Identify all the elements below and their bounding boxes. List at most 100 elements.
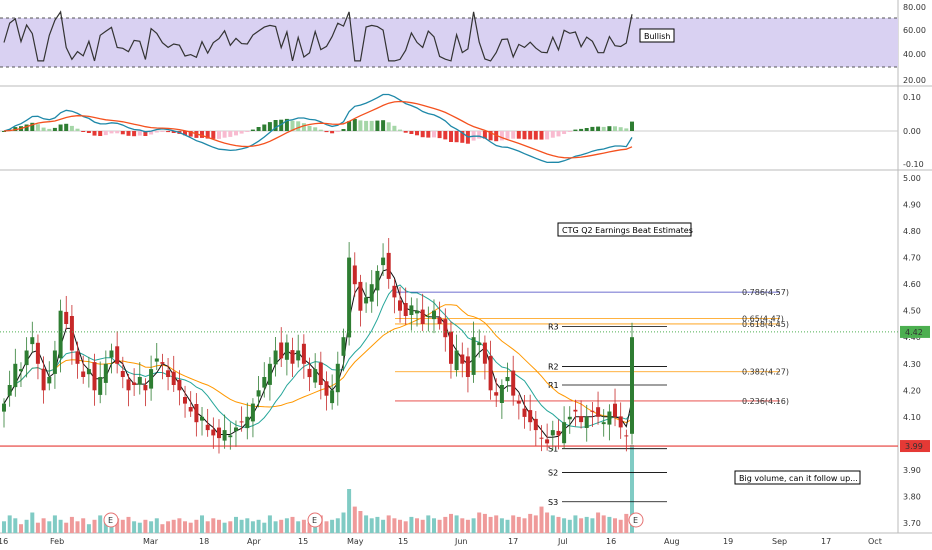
- candle-body: [471, 337, 476, 375]
- earnings-marker-circle[interactable]: [307, 512, 323, 528]
- volume-bar: [426, 515, 431, 533]
- macd-histogram-bar: [279, 119, 284, 131]
- volume-bar: [330, 519, 335, 533]
- candle-body: [352, 265, 357, 285]
- volume-bar: [307, 522, 312, 533]
- volume-bar: [590, 518, 595, 533]
- time-tick: 18: [199, 537, 209, 546]
- volume-bar: [460, 518, 465, 533]
- price-panel: 5.004.904.804.704.604.504.404.304.204.10…: [0, 174, 930, 533]
- volume-bar: [550, 515, 555, 533]
- candle-body: [81, 371, 86, 377]
- candle-body: [239, 421, 244, 423]
- candle-body: [41, 368, 46, 391]
- candle-body: [109, 350, 114, 358]
- macd-histogram-bar: [301, 123, 306, 131]
- macd-histogram-bar: [437, 131, 442, 139]
- volume-bar: [245, 518, 250, 533]
- fib-label: 0.382(4.27): [742, 368, 789, 377]
- macd-histogram-bar: [460, 131, 465, 143]
- candle-body: [579, 416, 584, 423]
- volume-bar: [449, 513, 453, 533]
- macd-histogram-bar: [579, 128, 584, 131]
- macd-histogram-bar: [109, 131, 114, 134]
- candle-body: [273, 350, 278, 365]
- volume-bar: [522, 518, 527, 533]
- volume-bar: [279, 519, 284, 533]
- rsi-tick: 20.00: [903, 76, 926, 85]
- macd-histogram-bar: [75, 128, 80, 131]
- volume-bar: [607, 516, 612, 533]
- candle-body: [137, 377, 142, 385]
- candle-body: [313, 369, 318, 383]
- volume-bar: [256, 519, 261, 533]
- pivot-label: R3: [548, 323, 559, 332]
- volume-bar: [477, 512, 482, 533]
- candle-body: [64, 311, 69, 324]
- macd-histogram-bar: [358, 120, 363, 131]
- macd-histogram-bar: [41, 127, 46, 131]
- earnings-marker[interactable]: E: [628, 512, 644, 528]
- candle-body: [115, 346, 120, 364]
- macd-histogram-bar: [228, 131, 233, 137]
- volume-bar: [482, 513, 487, 533]
- macd-histogram-bar: [284, 118, 289, 131]
- earnings-marker[interactable]: E: [103, 512, 119, 528]
- macd-histogram-bar: [432, 131, 436, 138]
- candle-body: [494, 392, 499, 396]
- volume-bar: [556, 516, 561, 533]
- candle-body: [330, 390, 335, 404]
- candle-body: [86, 369, 91, 375]
- candle-body: [364, 297, 369, 304]
- candle-body: [381, 257, 386, 266]
- macd-histogram-bar: [347, 121, 352, 131]
- volume-bar: [369, 518, 374, 533]
- macd-histogram-bar: [596, 126, 601, 131]
- time-tick: 16: [606, 537, 616, 546]
- candle-body: [499, 385, 504, 403]
- ma-mid-line: [3, 284, 633, 429]
- volume-bar: [137, 522, 142, 533]
- candle-body: [143, 385, 148, 391]
- candle-body: [205, 424, 210, 431]
- volume-bar: [324, 521, 329, 533]
- time-tick: 19: [723, 537, 733, 546]
- macd-histogram-bar: [154, 131, 159, 133]
- volume-bar: [13, 518, 18, 533]
- time-tick: 15: [298, 537, 308, 546]
- earnings-marker[interactable]: E: [307, 512, 323, 528]
- volume-bar: [24, 519, 29, 533]
- volume-bar: [211, 518, 216, 533]
- fib-label: 0.65(4.47): [742, 315, 784, 324]
- earnings-marker-circle[interactable]: [103, 512, 119, 528]
- macd-histogram-bar: [375, 120, 380, 131]
- candle-body: [7, 385, 12, 396]
- volume-bar: [545, 512, 550, 533]
- rsi-panel: Bullish 80.00 60.00 40.00 20.00: [0, 3, 926, 85]
- candle-body: [284, 342, 289, 360]
- time-tick: 15: [398, 537, 408, 546]
- macd-histogram-bar: [211, 131, 216, 139]
- volume-bar: [188, 522, 193, 533]
- macd-histogram-bar: [381, 120, 386, 131]
- macd-histogram-bar: [426, 131, 431, 138]
- macd-histogram-bar: [262, 124, 267, 131]
- rsi-bullish-label: Bullish: [644, 32, 670, 41]
- volume-bar: [7, 515, 12, 533]
- candle-body: [403, 303, 408, 316]
- macd-histogram-bar: [443, 131, 448, 140]
- candle-body: [454, 350, 459, 371]
- rsi-line: [3, 10, 633, 62]
- macd-histogram-bar: [449, 131, 453, 142]
- macd-histogram-bar: [30, 122, 35, 131]
- volume-bar: [573, 515, 578, 533]
- macd-histogram-bar: [613, 126, 617, 131]
- time-tick: 16: [0, 537, 8, 546]
- candle-body: [477, 342, 482, 346]
- macd-histogram-bar: [482, 131, 487, 139]
- macd-histogram-bar: [398, 129, 402, 131]
- earnings-marker-circle[interactable]: [628, 512, 644, 528]
- volume-bar: [381, 519, 386, 533]
- volume-bar: [415, 518, 419, 533]
